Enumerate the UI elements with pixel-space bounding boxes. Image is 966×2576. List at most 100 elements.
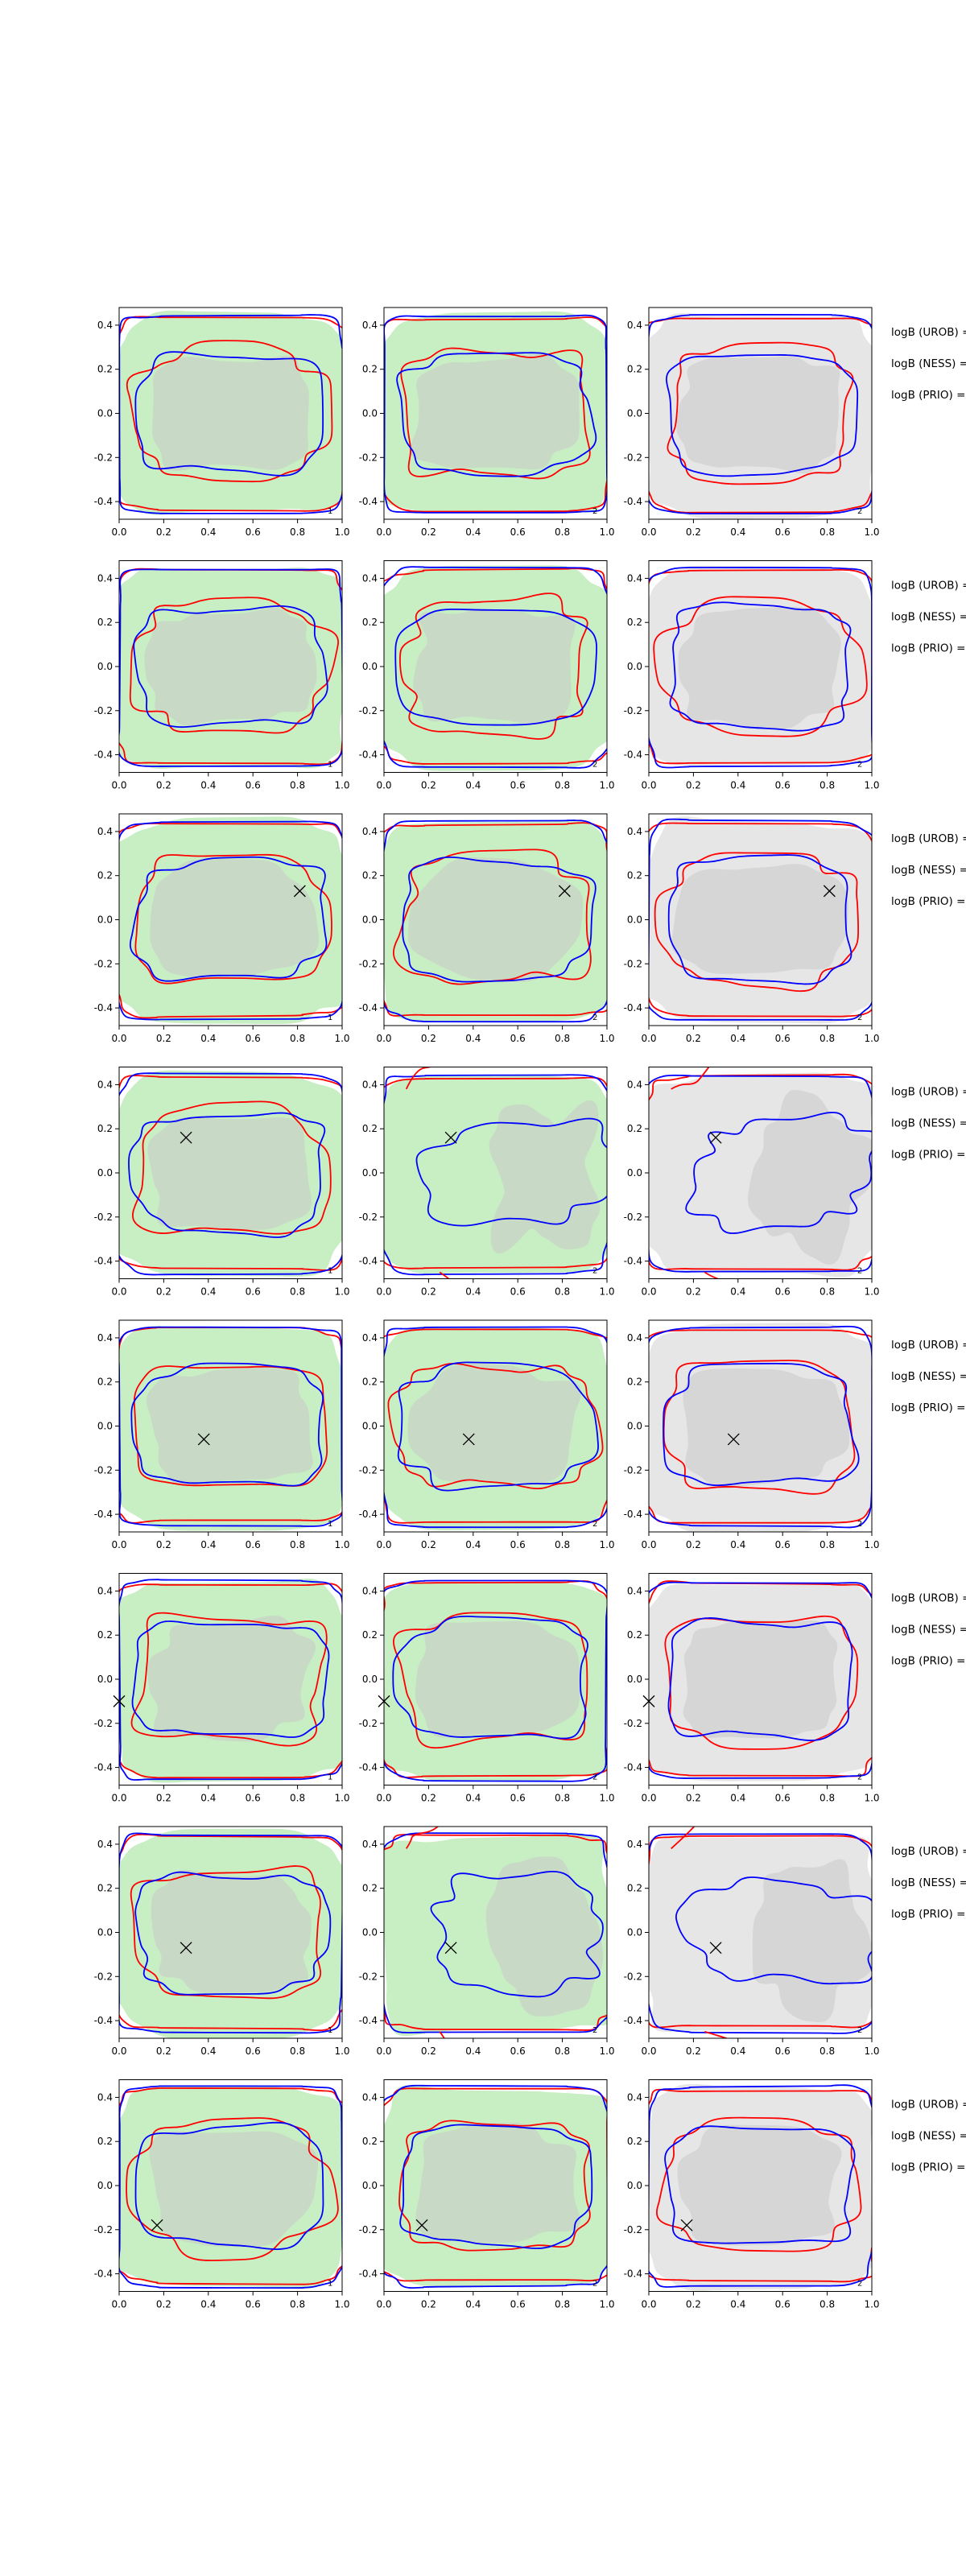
panel-r3-c2: 2 0.0 0.2 0.4 0.6 0.8 1.0 0.4 0.2 0.0 -0.2 -0.4 [359,813,615,1044]
red-outer-contour [119,568,342,766]
y-tick-label: -0.2 [359,452,378,463]
x-tick-label: 0.0 [376,1793,391,1804]
x-tick-label: 0.6 [246,1539,261,1550]
row-label: logB (PRIO) = [891,389,965,402]
x-tick-label: 0.0 [641,1286,656,1298]
x-tick-label: 0.4 [200,526,216,538]
x-tick-label: 0.4 [730,1539,745,1550]
y-tick-label: 0.0 [627,1674,642,1685]
y-tick-label: 0.4 [627,1839,642,1850]
blue-inner-contour [134,1871,332,1996]
panel-label: 1 [328,1773,332,1782]
y-tick-label: 0.0 [627,661,642,672]
panel-r4-c2: 2 0.0 0.2 0.4 0.6 0.8 1.0 0.4 0.2 0.0 -0.2 -0.4 [359,1067,615,1298]
x-tick-label: 0.2 [156,1033,171,1044]
inner-density-fill [407,857,584,982]
inner-density-fill [149,2131,319,2248]
panel-label: 2 [592,1013,597,1022]
y-tick-label: 0.0 [362,914,378,926]
x-tick-label: 0.8 [819,1286,835,1298]
x-tick-label: 0.2 [421,1539,436,1550]
x-tick-label: 0.2 [156,526,171,538]
x-tick-label: 0.6 [246,2299,261,2310]
marker-x [197,1433,210,1446]
y-tick-label: -0.2 [624,1718,642,1729]
panel-label: 1 [328,507,332,516]
blue-outer-contour [119,1579,342,1781]
red-inner-contour [400,347,591,480]
inner-density-fill [677,2124,842,2246]
x-tick-label: 0.0 [111,780,126,791]
panel-r3-c3: 2 0.0 0.2 0.4 0.6 0.8 1.0 0.4 0.2 0.0 -0.2 -0.4 [624,813,880,1044]
x-tick-label: 0.4 [465,2299,481,2310]
y-tick-label: 0.0 [627,914,642,926]
x-tick-label: 1.0 [599,1033,614,1044]
blue-outer-contour [384,1074,607,1276]
row-label: logB (PRIO) = [891,1402,965,1414]
x-tick-label: 0.2 [686,2299,701,2310]
inner-density-fill [678,606,841,730]
x-tick-label: 0.6 [775,2046,791,2057]
blue-inner-contour [402,856,597,983]
y-tick-label: 0.4 [362,826,378,837]
marker-x [462,1433,475,1446]
marker-x [558,885,571,898]
red-outer-contour [119,1075,342,1271]
blue-inner-contour [130,1362,324,1487]
panel-r7-c2: 2 0.0 0.2 0.4 0.6 0.8 1.0 0.4 0.2 0.0 -0.2 -0.4 [359,1826,615,2057]
row-label: logB (PRIO) = [891,1908,965,1921]
x-tick-label: 0.6 [246,2046,261,2057]
y-tick-label: -0.4 [624,1256,642,1267]
x-tick-label: 0.0 [641,1539,656,1550]
panel-label: 2 [857,2280,862,2289]
x-tick-label: 0.2 [686,780,701,791]
red-outer-contour [384,1580,607,1778]
y-tick-label: -0.4 [359,2268,378,2280]
x-tick-label: 0.0 [111,2046,126,2057]
x-tick-label: 0.4 [200,1286,216,1298]
y-tick-label: 0.0 [97,1927,113,1938]
x-tick-label: 1.0 [599,2046,614,2057]
x-tick-label: 0.8 [819,526,835,538]
x-tick-label: 0.6 [510,1539,526,1550]
blue-inner-contour [664,2125,856,2244]
x-tick-label: 0.4 [730,1286,745,1298]
y-tick-label: 0.0 [627,408,642,419]
blue-inner-contour [134,2121,324,2251]
panel-r7-c3: 2 0.0 0.2 0.4 0.6 0.8 1.0 0.4 0.2 0.0 -0.2 -0.4 [624,1826,880,2057]
red-inner-contour [387,1362,604,1490]
x-tick-label: 0.4 [465,1033,481,1044]
x-tick-label: 0.8 [819,1033,835,1044]
inner-density-fill [410,353,580,470]
y-tick-label: -0.2 [359,705,378,716]
y-tick-label: 0.4 [362,1839,378,1850]
panel-r8-c1: 1 0.0 0.2 0.4 0.6 0.8 1.0 0.4 0.2 0.0 -0.2 -0.4 [94,2079,350,2310]
x-tick-label: 0.2 [421,1033,436,1044]
x-tick-label: 0.2 [156,2046,171,2057]
y-tick-label: -0.4 [624,1002,642,1013]
y-tick-label: 0.0 [362,661,378,672]
y-tick-label: -0.4 [359,1509,378,1520]
y-tick-label: -0.4 [624,2268,642,2280]
panel-r5-c2: 2 0.0 0.2 0.4 0.6 0.8 1.0 0.4 0.2 0.0 -0.2 -0.4 [359,1319,615,1550]
x-tick-label: 0.4 [465,526,481,538]
blue-inner-contour [415,1117,607,1227]
panel-r3-c1: 1 0.0 0.2 0.4 0.6 0.8 1.0 0.4 0.2 0.0 -0.2 -0.4 [94,813,350,1044]
y-tick-label: -0.4 [94,1509,113,1520]
blue-outer-contour [649,567,872,769]
y-tick-label: -0.2 [94,2224,113,2235]
x-tick-label: 1.0 [334,1286,349,1298]
red-outer-contour [649,317,872,514]
x-tick-label: 0.0 [641,780,656,791]
y-tick-label: 0.4 [362,1332,378,1344]
x-tick-label: 0.0 [111,1286,126,1298]
y-tick-label: 0.0 [362,1421,378,1432]
blue-outer-contour [119,1326,342,1527]
panel-r5-c1: 1 0.0 0.2 0.4 0.6 0.8 1.0 0.4 0.2 0.0 -0.2 -0.4 [94,1319,350,1550]
x-tick-label: 0.2 [686,1793,701,1804]
x-tick-label: 1.0 [864,1793,879,1804]
red-outer-contour [384,316,607,513]
x-tick-label: 0.2 [686,1539,701,1550]
y-tick-label: 0.4 [627,1079,642,1090]
